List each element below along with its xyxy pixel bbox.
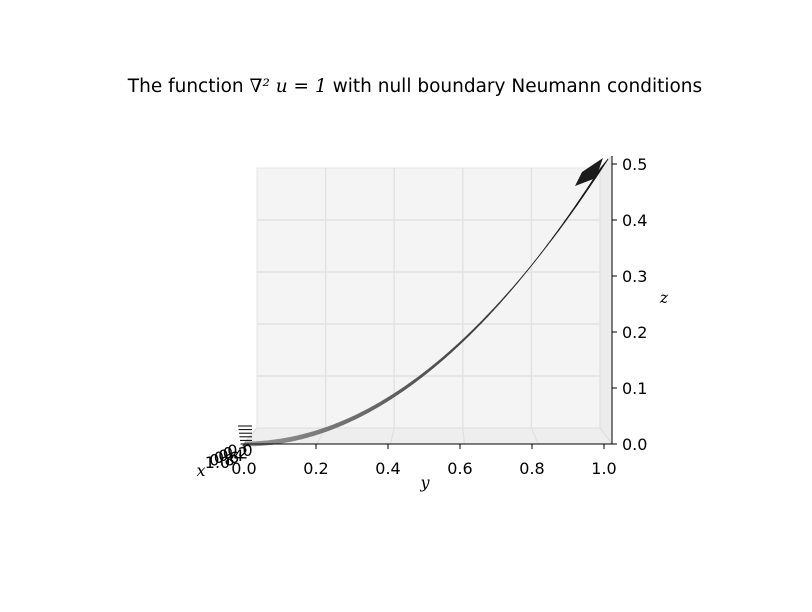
y-ticks: 0.0 0.2 0.4 0.6 0.8 1.0 <box>231 444 617 478</box>
z-tick-label-4: 0.4 <box>622 211 647 230</box>
back-pane <box>256 167 601 429</box>
chart-title-suffix: with null boundary Neumann conditions <box>327 76 702 97</box>
x-tick-label-1: 0.2 <box>223 443 248 462</box>
grid-floor-3 <box>530 427 539 445</box>
z-tick-label-2: 0.2 <box>622 323 647 342</box>
y-tick-label-4: 0.8 <box>519 459 544 478</box>
grid-floor-1 <box>390 427 395 445</box>
x-tick-label-3: 0.6 <box>214 448 239 467</box>
surface-top-cap <box>575 158 603 186</box>
x-tick-label-2: 0.4 <box>218 446 243 465</box>
x-tick-label-4: 0.8 <box>209 451 234 470</box>
surface <box>241 158 609 447</box>
y-tick-label-0: 0.0 <box>231 459 256 478</box>
z-axis-label: z <box>659 288 669 307</box>
chart-title-math: ∇² u = 1 <box>250 76 327 97</box>
chart-title-prefix: The function <box>127 76 250 97</box>
x-ticks: 0.00.20.40.60.81.0 <box>205 425 253 472</box>
y-tick-label-1: 0.2 <box>303 459 328 478</box>
axis-panes <box>241 154 613 446</box>
z-tick-label-0: 0.0 <box>622 435 647 454</box>
z-tick-label-1: 0.1 <box>622 379 647 398</box>
z-tick-label-3: 0.3 <box>622 267 647 286</box>
y-tick-label-5: 1.0 <box>591 459 616 478</box>
gridlines <box>257 168 600 445</box>
grid-floor-2 <box>462 427 465 445</box>
x-tick-label-0: 0.0 <box>227 441 252 460</box>
y-axis-label: y <box>419 473 430 492</box>
y-tick-label-2: 0.4 <box>375 459 400 478</box>
chart-title: The function ∇² u = 1 with null boundary… <box>127 76 702 97</box>
side-pane <box>599 154 613 446</box>
z-tick-label-5: 0.5 <box>622 155 647 174</box>
y-tick-label-3: 0.6 <box>447 459 472 478</box>
x-axis-label: x <box>196 461 205 480</box>
x-tick-label-5: 1.0 <box>205 453 230 472</box>
z-ticks: 0.0 0.1 0.2 0.3 0.4 0.5 <box>612 155 647 454</box>
